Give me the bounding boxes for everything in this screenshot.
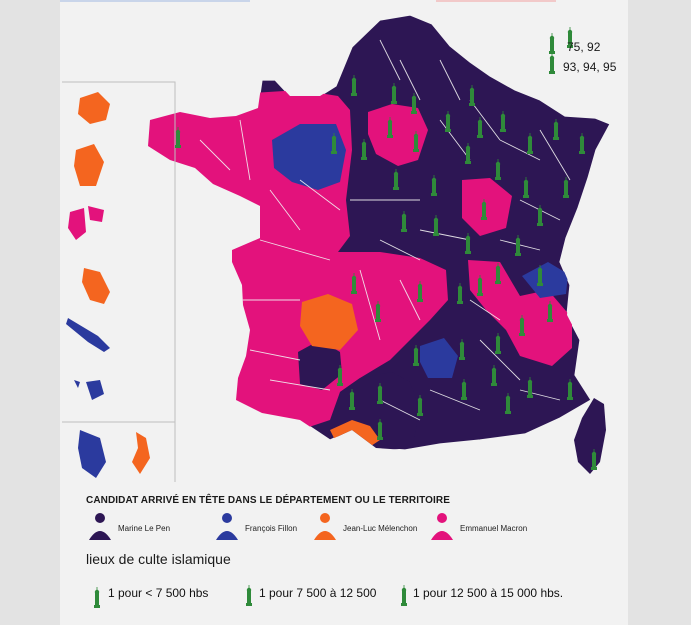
top-legend-line1: 75, 92 [567, 40, 601, 54]
mosque-small-icon [401, 585, 407, 606]
mosque-large-icon [94, 587, 100, 608]
region-melenchon-center [300, 294, 358, 350]
top-legend-line2: 93, 94, 95 [563, 60, 617, 74]
region-macron-alps [468, 260, 572, 366]
top-accent-blue [60, 0, 250, 2]
candidate-name: Marine Le Pen [118, 524, 171, 533]
candidate-name: Emmanuel Macron [460, 524, 528, 533]
candidate-name: François Fillon [245, 524, 298, 533]
region-macron-west [148, 90, 448, 430]
worship-legend-item: 1 pour 7 500 à 12 500 [259, 586, 377, 600]
region-fillon-east [522, 262, 568, 298]
france-mainland [147, 14, 611, 451]
person-icon [89, 513, 111, 540]
top-accent-red [436, 0, 556, 2]
candidate-name: Jean-Luc Mélenchon [343, 524, 418, 533]
region-macron-east [462, 178, 512, 236]
region-fillon-west [272, 124, 346, 190]
mosque-medium-icon [246, 585, 252, 606]
person-icon [216, 513, 238, 540]
person-icon [314, 513, 336, 540]
person-icon [431, 513, 453, 540]
worship-legend-item: 1 pour < 7 500 hbs [108, 586, 209, 600]
corsica [574, 398, 606, 474]
worship-legend-title: lieux de culte islamique [86, 551, 231, 567]
region-lepen-sw [298, 340, 342, 390]
overseas-inset [62, 81, 176, 482]
legend-title: CANDIDAT ARRIVÉ EN TÊTE DANS LE DÉPARTEM… [86, 495, 450, 506]
region-fillon-center [420, 338, 458, 378]
worship-legend-item: 1 pour 12 500 à 15 000 hbs. [413, 586, 564, 600]
